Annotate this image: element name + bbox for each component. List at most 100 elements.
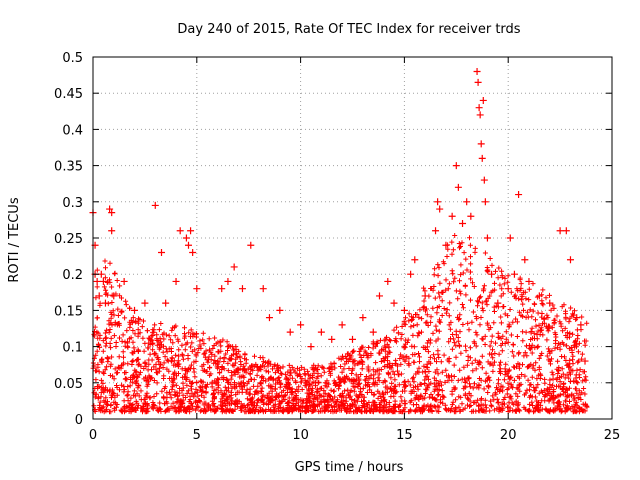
y-tick-label: 0.45 [54, 87, 83, 102]
x-tick-label: 20 [500, 428, 517, 443]
y-tick-label: 0.05 [54, 377, 83, 392]
data-point [506, 234, 514, 242]
data-point [265, 314, 273, 322]
data-point [375, 292, 383, 300]
axis-ticks: 0 5 10 15 20 25 0 0.05 0.1 0.15 0.2 0.25 0.3 0.35 0.4 0… [54, 51, 620, 443]
data-point [108, 209, 116, 217]
data-point [338, 321, 346, 329]
y-tick-label: 0.3 [62, 196, 83, 211]
data-point [259, 285, 267, 293]
data-point [421, 292, 429, 300]
x-tick-label: 25 [604, 428, 621, 443]
data-point-cloud [90, 233, 590, 415]
data-point [162, 299, 170, 307]
data-point [158, 248, 166, 256]
data-point [224, 277, 232, 285]
data-point [525, 277, 533, 285]
y-tick-label: 0.1 [62, 341, 83, 356]
data-point [477, 140, 485, 148]
data-point [349, 335, 356, 343]
data-point [481, 198, 489, 206]
data-point [454, 183, 462, 191]
data-point [473, 67, 481, 75]
data-point [494, 299, 502, 307]
data-point [218, 285, 226, 293]
data-point [463, 198, 471, 206]
data-point [467, 212, 475, 220]
data-point [478, 154, 486, 162]
data-point [230, 263, 238, 271]
data-point [151, 201, 159, 209]
y-tick-label: 0.25 [54, 232, 83, 247]
data-point [475, 104, 483, 112]
data-point [328, 335, 336, 343]
data-point [187, 227, 195, 235]
y-tick-label: 0.15 [54, 304, 83, 319]
data-point [110, 292, 118, 300]
x-axis-label: GPS time / hours [295, 460, 404, 475]
data-point [95, 292, 103, 300]
data-point [247, 241, 255, 249]
data-points [89, 67, 590, 415]
data-point [131, 306, 139, 314]
data-point [172, 277, 180, 285]
data-point [411, 256, 419, 264]
y-tick-label: 0 [75, 413, 83, 428]
data-point [384, 277, 392, 285]
x-tick-label: 15 [396, 428, 413, 443]
data-point [452, 162, 460, 170]
data-point [483, 234, 491, 242]
data-point [238, 285, 246, 293]
data-point [442, 241, 450, 249]
data-point [307, 343, 315, 351]
data-point [106, 205, 114, 213]
data-point [286, 328, 294, 336]
data-point [369, 328, 377, 336]
data-point [566, 256, 574, 264]
data-point [480, 176, 488, 184]
y-tick-label: 0.2 [62, 268, 83, 283]
data-point [400, 306, 408, 314]
data-point [573, 314, 581, 322]
data-point [189, 248, 197, 256]
data-point [359, 314, 367, 322]
data-point [317, 328, 325, 336]
data-point [581, 357, 589, 365]
data-point [101, 299, 109, 307]
data-point [479, 96, 487, 104]
data-point [521, 256, 529, 264]
data-point [434, 198, 442, 206]
data-point [390, 299, 398, 307]
data-point [108, 227, 116, 235]
data-point [176, 227, 184, 235]
data-point [182, 234, 190, 242]
data-point [476, 111, 484, 119]
data-point [556, 227, 564, 235]
y-axis-label: ROTI / TECUs [7, 197, 22, 282]
data-point [141, 299, 149, 307]
data-point [432, 227, 440, 235]
data-point [193, 285, 201, 293]
data-point [99, 277, 107, 285]
x-tick-label: 10 [292, 428, 309, 443]
data-point [459, 220, 467, 228]
data-point [504, 285, 512, 293]
data-point [562, 227, 570, 235]
data-point [535, 292, 543, 300]
y-tick-label: 0.4 [62, 123, 83, 138]
y-tick-label: 0.35 [54, 160, 83, 175]
data-point [448, 212, 456, 220]
chart-title: Day 240 of 2015, Rate Of TEC Index for r… [177, 22, 520, 37]
data-point [546, 299, 554, 307]
data-point [474, 78, 482, 86]
data-point [297, 321, 305, 329]
data-point [184, 241, 192, 249]
data-point [120, 277, 128, 285]
y-tick-label: 0.5 [62, 51, 83, 66]
data-point [93, 277, 101, 285]
data-point [577, 321, 585, 329]
data-point [436, 205, 444, 213]
data-point [488, 270, 496, 278]
